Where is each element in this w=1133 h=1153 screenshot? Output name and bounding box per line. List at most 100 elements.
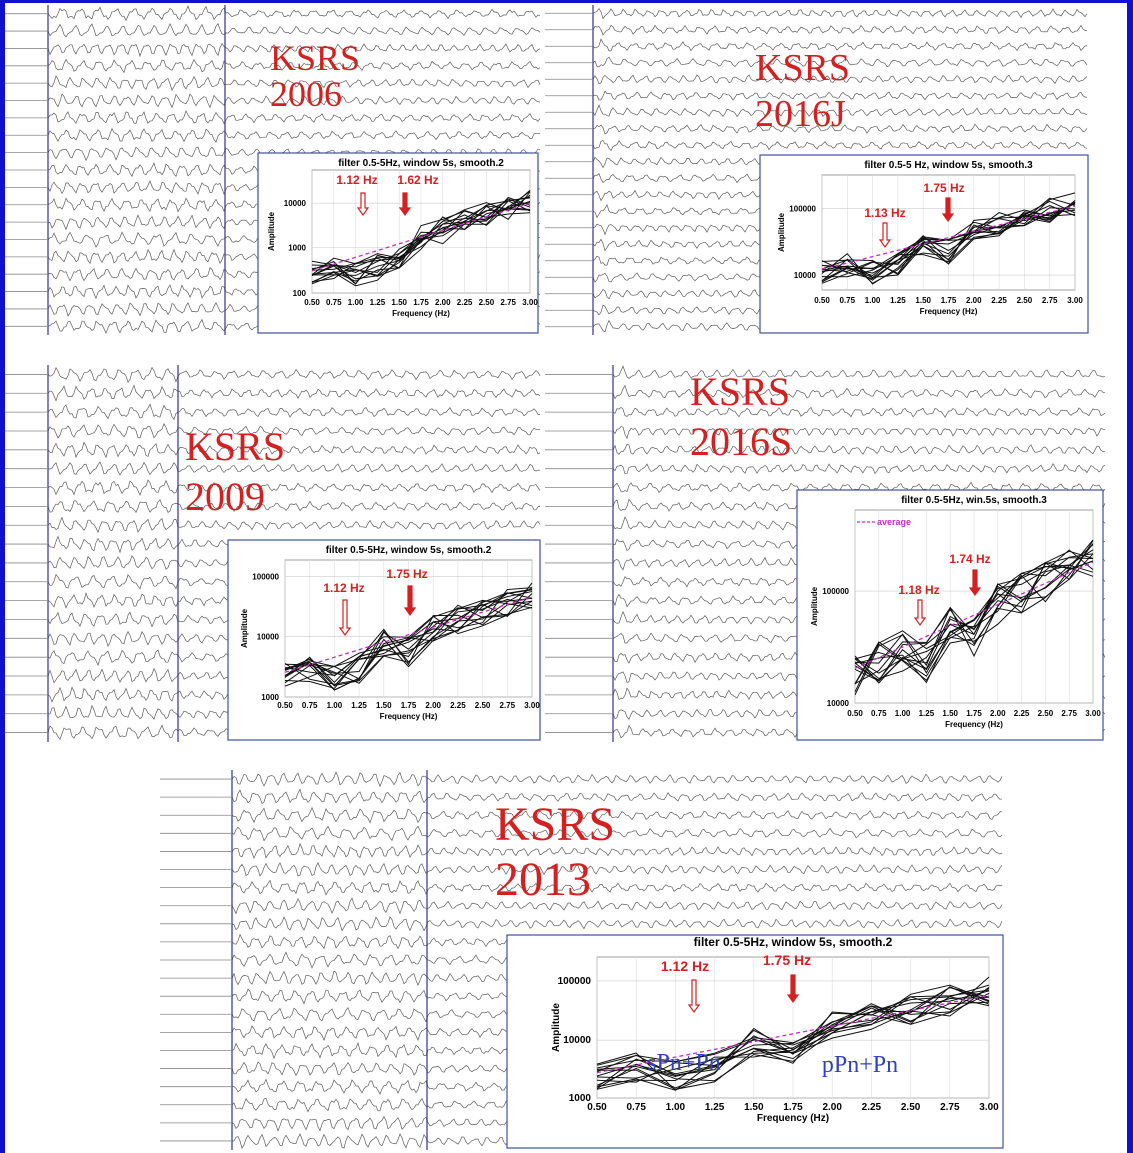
trace [231, 842, 1003, 859]
trace [592, 123, 1088, 135]
trace [47, 93, 541, 109]
year-label: 2016J [755, 93, 846, 135]
inset-title: filter 0.5-5Hz, window 5s, smooth.2 [338, 158, 504, 169]
trace [231, 806, 1003, 824]
x-tick-label: 2.50 [1017, 296, 1033, 305]
x-tick-label: 1.25 [919, 709, 935, 718]
spectrum-curve [311, 200, 531, 280]
trace [231, 788, 1003, 805]
spectrum-curve [854, 549, 1094, 684]
x-tick-label: 2.25 [991, 296, 1007, 305]
spectrum-curve [854, 560, 1094, 684]
spectrum-curve [311, 194, 531, 285]
trace [47, 441, 541, 459]
x-tick-label: 2.00 [990, 709, 1006, 718]
x-tick-label: 2.50 [1038, 709, 1054, 718]
trace [47, 499, 541, 513]
x-tick-label: 2.50 [479, 298, 495, 307]
trace [47, 384, 541, 402]
x-tick-label: 0.75 [302, 701, 318, 710]
phase-label: pPn+Pn [822, 1052, 898, 1078]
x-axis-label: Frequency (Hz) [392, 309, 450, 318]
trace [592, 74, 1088, 85]
y-axis-label: Amplitude [240, 608, 249, 648]
y-axis-label: Amplitude [810, 586, 819, 626]
y-axis-label: Amplitude [267, 211, 276, 251]
spectrum-curve [596, 986, 990, 1091]
frame-left [0, 0, 5, 1153]
x-tick-label: 1.75 [783, 1102, 803, 1113]
trace [612, 426, 1106, 440]
average-curve [596, 994, 990, 1074]
spectrum-curve [821, 209, 1076, 271]
x-tick-label: 2.00 [822, 1102, 842, 1113]
trace [612, 406, 1106, 418]
trace [231, 879, 1003, 896]
spectrum-inset: filter 0.5-5Hz, window 5s, smooth.2 0.50 0… [227, 539, 541, 741]
trace [612, 462, 1106, 475]
trace [231, 825, 1003, 842]
x-tick-label: 2.25 [457, 298, 473, 307]
annotation-arrow [398, 192, 412, 217]
x-tick-label: 0.75 [840, 296, 856, 305]
frame-top [0, 0, 1133, 3]
average-curve [284, 596, 533, 673]
x-axis-label: Frequency (Hz) [920, 307, 978, 316]
x-tick-label: 2.75 [500, 701, 516, 710]
y-axis-label: Amplitude [551, 1003, 562, 1052]
x-tick-label: 1.00 [865, 296, 881, 305]
annotation: 1.12 Hz [336, 173, 377, 187]
x-tick-label: 2.75 [1061, 709, 1077, 718]
annotation-arrow [941, 197, 955, 223]
trace [47, 516, 541, 534]
y-tick-label: 10000 [257, 633, 280, 642]
x-tick-label: 2.25 [862, 1102, 882, 1113]
x-tick-label: 1.00 [666, 1102, 686, 1113]
x-tick-label: 1.75 [941, 296, 957, 305]
trace [592, 104, 1088, 117]
annotation: 1.75 Hz [923, 181, 964, 195]
x-tick-label: 1.75 [966, 709, 982, 718]
year-label: 2013 [495, 853, 591, 906]
x-tick-label: 2.00 [425, 701, 441, 710]
annotation-arrow [403, 585, 417, 617]
x-tick-label: 3.00 [979, 1102, 999, 1113]
year-label: 2006 [270, 74, 342, 114]
y-tick-label: 10000 [284, 199, 307, 208]
y-tick-label: 100000 [789, 204, 816, 213]
y-tick-label: 1000 [569, 1093, 592, 1104]
annotation-arrow [786, 974, 800, 1004]
annotation-arrow [968, 569, 982, 597]
x-tick-label: 2.00 [435, 298, 451, 307]
trace [612, 443, 1106, 455]
spectrum-curve [821, 201, 1076, 283]
spectrum-curve [821, 201, 1076, 276]
trace [47, 461, 541, 476]
annotation: 1.75 Hz [763, 952, 811, 968]
x-tick-label: 2.75 [500, 298, 516, 307]
average-curve [854, 561, 1094, 669]
annotation: 1.74 Hz [949, 552, 990, 566]
y-axis-label: Amplitude [777, 212, 786, 252]
year-label: 2016S [690, 419, 792, 464]
x-tick-label: 1.75 [413, 298, 429, 307]
annotation: 1.12 Hz [661, 958, 709, 974]
x-tick-label: 1.50 [915, 296, 931, 305]
annotation: 1.12 Hz [323, 581, 364, 595]
annotation: 1.13 Hz [864, 206, 905, 220]
x-tick-label: 3.00 [522, 298, 538, 307]
x-tick-label: 0.50 [277, 701, 293, 710]
year-label: 2009 [185, 474, 265, 519]
x-tick-label: 2.75 [940, 1102, 960, 1113]
x-tick-label: 1.00 [327, 701, 343, 710]
spectrum-curve [854, 560, 1094, 696]
x-tick-label: 2.50 [475, 701, 491, 710]
phase-label: sPn+Pn [647, 1050, 721, 1076]
x-tick-label: 3.00 [1067, 296, 1083, 305]
annotation-arrow [338, 599, 352, 637]
x-tick-label: 1.25 [705, 1102, 725, 1113]
x-tick-label: 0.75 [326, 298, 342, 307]
station-label: KSRS [185, 424, 285, 469]
annotation-arrow [913, 599, 927, 627]
